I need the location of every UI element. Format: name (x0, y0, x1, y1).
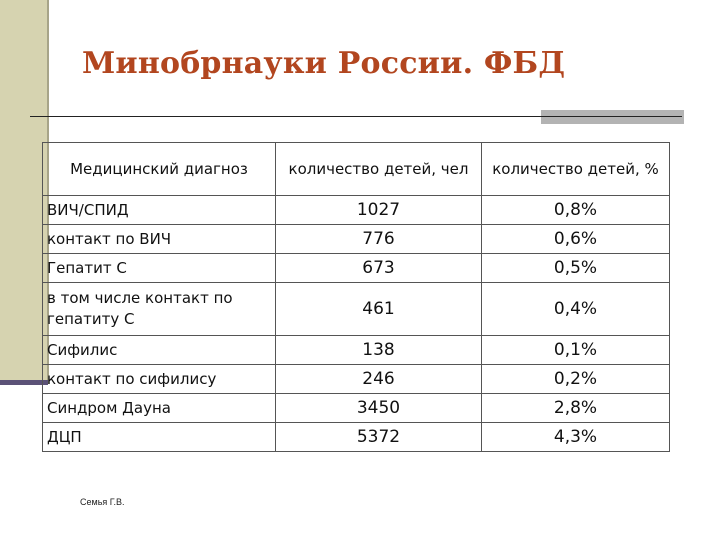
footer-author: Семья Г.В. (80, 497, 125, 507)
table-row: ВИЧ/СПИД 1027 0,8% (42, 195, 670, 225)
diagnosis-cell: в том числе контакт по гепатиту С (42, 282, 276, 336)
table-row: в том числе контакт по гепатиту С 461 0,… (42, 282, 670, 336)
diagnosis-cell: Сифилис (42, 335, 276, 365)
diagnosis-table: Медицинский диагноз количество детей, че… (42, 142, 670, 452)
percent-cell: 0,2% (481, 364, 670, 394)
diagnosis-cell: ДЦП (42, 422, 276, 452)
column-header-diagnosis: Медицинский диагноз (42, 142, 276, 196)
title-rule-accent (541, 110, 684, 124)
diagnosis-cell: контакт по сифилису (42, 364, 276, 394)
percent-cell: 0,4% (481, 282, 670, 336)
count-cell: 138 (275, 335, 482, 365)
count-cell: 246 (275, 364, 482, 394)
table-row: Гепатит С 673 0,5% (42, 253, 670, 283)
percent-cell: 0,1% (481, 335, 670, 365)
left-accent-bar (0, 380, 48, 385)
slide-title: Минобрнауки России. ФБД (82, 46, 566, 81)
left-decorative-band (0, 0, 47, 384)
percent-cell: 2,8% (481, 393, 670, 423)
percent-cell: 0,6% (481, 224, 670, 254)
count-cell: 3450 (275, 393, 482, 423)
table-row: Синдром Дауна 3450 2,8% (42, 393, 670, 423)
table-row: Сифилис 138 0,1% (42, 335, 670, 365)
table-row: контакт по сифилису 246 0,2% (42, 364, 670, 394)
percent-cell: 0,8% (481, 195, 670, 225)
table-row: ДЦП 5372 4,3% (42, 422, 670, 452)
title-rule-overlay (541, 116, 682, 117)
count-cell: 1027 (275, 195, 482, 225)
diagnosis-cell: ВИЧ/СПИД (42, 195, 276, 225)
diagnosis-cell: Синдром Дауна (42, 393, 276, 423)
column-header-count: количество детей, чел (275, 142, 482, 196)
table-row: контакт по ВИЧ 776 0,6% (42, 224, 670, 254)
count-cell: 673 (275, 253, 482, 283)
diagnosis-cell: Гепатит С (42, 253, 276, 283)
percent-cell: 0,5% (481, 253, 670, 283)
percent-cell: 4,3% (481, 422, 670, 452)
diagnosis-cell: контакт по ВИЧ (42, 224, 276, 254)
count-cell: 461 (275, 282, 482, 336)
table-header-row: Медицинский диагноз количество детей, че… (42, 142, 670, 196)
title-rule (30, 116, 682, 117)
count-cell: 776 (275, 224, 482, 254)
count-cell: 5372 (275, 422, 482, 452)
column-header-percent: количество детей, % (481, 142, 670, 196)
